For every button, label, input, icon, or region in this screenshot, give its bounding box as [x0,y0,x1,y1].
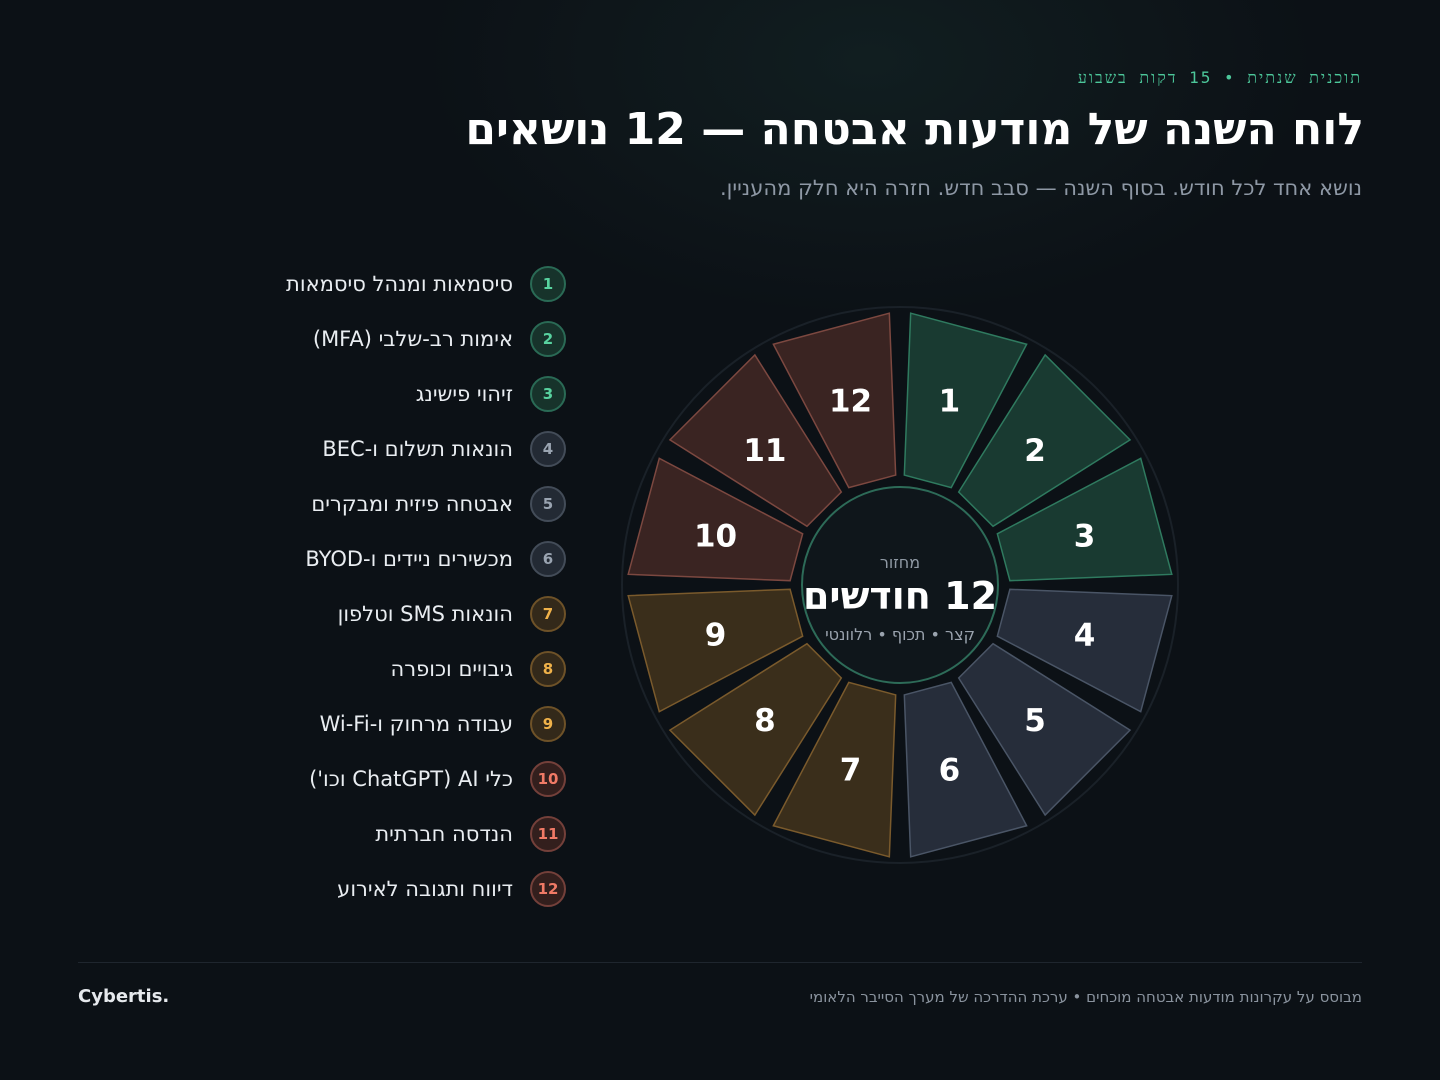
center-tagline: קצר • תכוף • רלוונטי [825,625,975,644]
page-subtitle: נושא אחד לכל חודש. בסוף השנה — סבב חדש. … [720,176,1362,200]
wheel-segment-number: 7 [840,752,862,788]
wheel-segment-4 [996,588,1173,713]
wheel-segment-number: 3 [1074,519,1096,555]
wheel-segment-number: 8 [754,703,776,739]
topic-number-badge: 1 [530,266,566,302]
topic-item-6: 6 מכשירים ניידים ו-BYOD [305,539,566,579]
brand-logo-text: Cybertis. [78,986,170,1007]
topic-number-badge: 12 [530,871,566,907]
topic-number-badge: 8 [530,651,566,687]
wheel-segment-2 [957,353,1132,528]
eyebrow-tagline: תוכנית שנתית • 15 דקות בשבוע [1077,68,1362,87]
wheel-segment-number: 5 [1024,703,1046,739]
topic-label: הונאות SMS וטלפון [337,602,513,626]
wheel-segment-11 [668,353,843,528]
topic-item-11: 11 הנדסה חברתית [375,814,566,854]
topic-item-2: 2 אימות רב-שלבי (MFA) [313,319,566,359]
topic-item-4: 4 הונאות תשלום ו-BEC [322,429,566,469]
wheel-segment-number: 11 [743,433,786,469]
topic-label: דיווח ותגובה לאירוע [337,877,513,901]
wheel-segment-10 [627,457,804,582]
wheel-segment-6 [903,681,1028,858]
wheel-segment-number: 12 [829,384,872,420]
topic-number-badge: 9 [530,706,566,742]
topic-label: מכשירים ניידים ו-BYOD [305,547,513,571]
wheel-segment-3 [996,457,1173,582]
footer-note: מבוסס על עקרונות מודעות אבטחה מוכחים • ע… [809,988,1362,1006]
footer-divider [78,962,1362,963]
wheel-segment-number: 6 [939,752,961,788]
wheel-segment-number: 1 [939,384,961,420]
wheel-segment-1 [903,312,1028,489]
center-kicker: מחזור [880,553,920,572]
topic-label: גיבויים וכופרה [390,657,513,681]
topic-number-badge: 10 [530,761,566,797]
topic-item-12: 12 דיווח ותגובה לאירוע [337,869,566,909]
topic-item-9: 9 עבודה מרחוק ו-Wi-Fi [320,704,566,744]
topic-number-badge: 5 [530,486,566,522]
topic-number-badge: 7 [530,596,566,632]
topic-number-badge: 11 [530,816,566,852]
wheel-segment-9 [627,588,804,713]
center-title: 12 חודשים [803,574,997,618]
topic-item-8: 8 גיבויים וכופרה [391,649,566,689]
topic-label: אבטחה פיזית ומבקרים [311,492,513,516]
topic-item-1: 1 סיסמאות ומנהל סיסמאות [286,264,566,304]
topic-label: עבודה מרחוק ו-Wi-Fi [319,712,513,736]
wheel-segment-number: 2 [1024,433,1046,469]
wheel-outer-ring [621,306,1179,864]
topic-label: זיהוי פישינג [415,382,513,406]
topic-number-badge: 2 [530,321,566,357]
wheel-segment-number: 4 [1074,617,1096,653]
topic-item-5: 5 אבטחה פיזית ומבקרים [311,484,566,524]
wheel-segment-7 [772,681,897,858]
page-title: לוח השנה של מודעות אבטחה — 12 נושאים [465,104,1364,155]
topic-item-3: 3 זיהוי פישינג [416,374,566,414]
topic-label: הנדסה חברתית [375,822,513,846]
topic-item-10: 10 כלי AI (ChatGPT וכו') [309,759,566,799]
wheel-segment-number: 9 [705,617,727,653]
topic-label: סיסמאות ומנהל סיסמאות [286,272,513,296]
wheel-segment-5 [957,642,1132,817]
topic-label: כלי AI (ChatGPT וכו') [309,767,513,791]
topic-number-badge: 4 [530,431,566,467]
topic-number-badge: 6 [530,541,566,577]
topic-label: אימות רב-שלבי (MFA) [312,327,513,351]
wheel-segment-12 [772,312,897,489]
topic-number-badge: 3 [530,376,566,412]
wheel-center-disc [801,486,999,684]
topic-item-7: 7 הונאות SMS וטלפון [338,594,566,634]
wheel-segment-number: 10 [694,519,737,555]
topic-label: הונאות תשלום ו-BEC [322,437,513,461]
wheel-segment-8 [668,642,843,817]
